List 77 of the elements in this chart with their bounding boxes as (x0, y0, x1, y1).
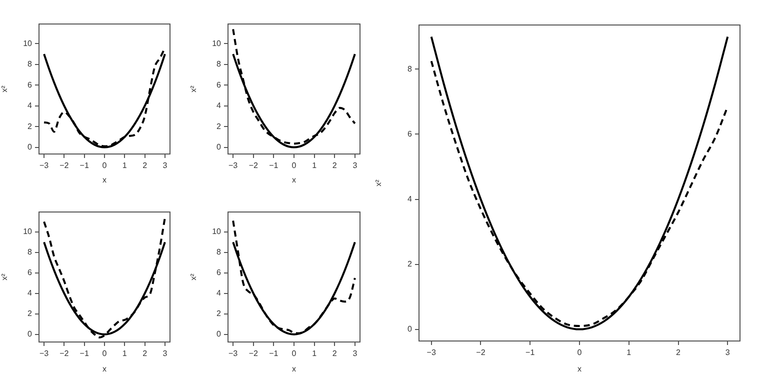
y-tick-label: 0 (408, 324, 413, 334)
y-tick-label: 8 (28, 60, 33, 69)
x-tick-label: 0 (292, 349, 297, 358)
y-tick-label: 8 (408, 64, 413, 74)
y-tick-label: 10 (212, 38, 222, 48)
y-tick-label: 4 (216, 101, 222, 110)
x-tick-label: −3 (39, 349, 50, 358)
x-tick-label: 2 (332, 349, 338, 358)
x-tick-label: 1 (312, 349, 318, 358)
y-tick-label: 2 (216, 309, 222, 318)
y-tick-label: 10 (23, 38, 33, 48)
x-tick-label: −3 (426, 348, 436, 358)
y-tick-label: 2 (408, 259, 413, 268)
x-axis-title: x (292, 364, 296, 374)
x-tick-label: −1 (80, 161, 90, 170)
x-tick-label: 0 (102, 161, 108, 170)
y-axis-title: x² (0, 85, 10, 92)
x-axis-title: x (292, 175, 296, 184)
x-tick-label: −3 (228, 349, 238, 358)
x-tick-label: −3 (228, 161, 238, 170)
y-tick-label: 4 (28, 288, 33, 298)
y-axis-title: x² (189, 273, 198, 280)
line-series (232, 220, 356, 334)
y-tick-label: 2 (28, 309, 33, 318)
x-tick-label: 2 (142, 161, 148, 170)
x-tick-label: 3 (162, 349, 168, 358)
x-axis-title: x (102, 364, 106, 374)
x-tick-label: 3 (352, 161, 358, 170)
y-tick-label: 0 (216, 142, 222, 152)
x-tick-label: 1 (312, 161, 318, 170)
line-series (43, 216, 166, 338)
x-tick-label: −2 (248, 161, 258, 170)
y-tick-label: 6 (28, 268, 33, 278)
y-axis-title: x² (0, 273, 10, 280)
x-tick-label: −2 (60, 349, 70, 358)
y-tick-label: 2 (216, 122, 222, 131)
y-tick-label: 4 (216, 288, 222, 298)
y-tick-label: 4 (408, 194, 413, 204)
x-tick-label: 1 (122, 349, 128, 358)
x-tick-label: 3 (162, 161, 168, 170)
y-tick-label: 0 (216, 330, 222, 339)
y-tick-label: 6 (216, 268, 222, 278)
y-tick-label: 2 (28, 122, 33, 131)
x-tick-label: −2 (476, 348, 486, 358)
x-tick-label: 1 (626, 348, 632, 358)
x-tick-label: 0 (577, 348, 582, 358)
x-axis-title: x (578, 364, 582, 374)
y-axis-title: x² (189, 85, 198, 92)
x-tick-label: 0 (102, 349, 108, 358)
x-tick-label: 0 (292, 161, 297, 170)
x-tick-label: 2 (676, 348, 682, 358)
y-tick-label: 4 (28, 101, 33, 110)
y-tick-label: 8 (216, 60, 222, 69)
y-tick-label: 6 (408, 129, 413, 138)
y-tick-label: 10 (23, 227, 33, 236)
y-tick-label: 6 (28, 80, 33, 90)
x-tick-label: −1 (269, 161, 279, 170)
x-tick-label: −1 (526, 348, 536, 358)
x-tick-label: 3 (352, 349, 358, 358)
x-axis-title: x (102, 175, 106, 184)
y-tick-label: 6 (216, 80, 222, 90)
x-tick-label: −1 (80, 349, 90, 358)
y-tick-label: 0 (28, 330, 33, 339)
x-tick-label: −2 (60, 161, 70, 170)
y-tick-label: 10 (212, 227, 222, 236)
x-tick-label: 2 (332, 161, 338, 170)
y-tick-label: 8 (28, 248, 33, 257)
x-tick-label: −3 (39, 161, 50, 170)
y-tick-label: 8 (216, 248, 222, 257)
line-series (232, 28, 356, 145)
y-axis-title: x² (374, 179, 384, 186)
y-tick-label: 0 (28, 142, 33, 152)
x-tick-label: 2 (142, 349, 148, 358)
x-tick-label: 3 (725, 348, 730, 358)
x-tick-label: −1 (269, 349, 279, 358)
x-tick-label: −2 (248, 349, 258, 358)
x-tick-label: 1 (122, 161, 128, 170)
